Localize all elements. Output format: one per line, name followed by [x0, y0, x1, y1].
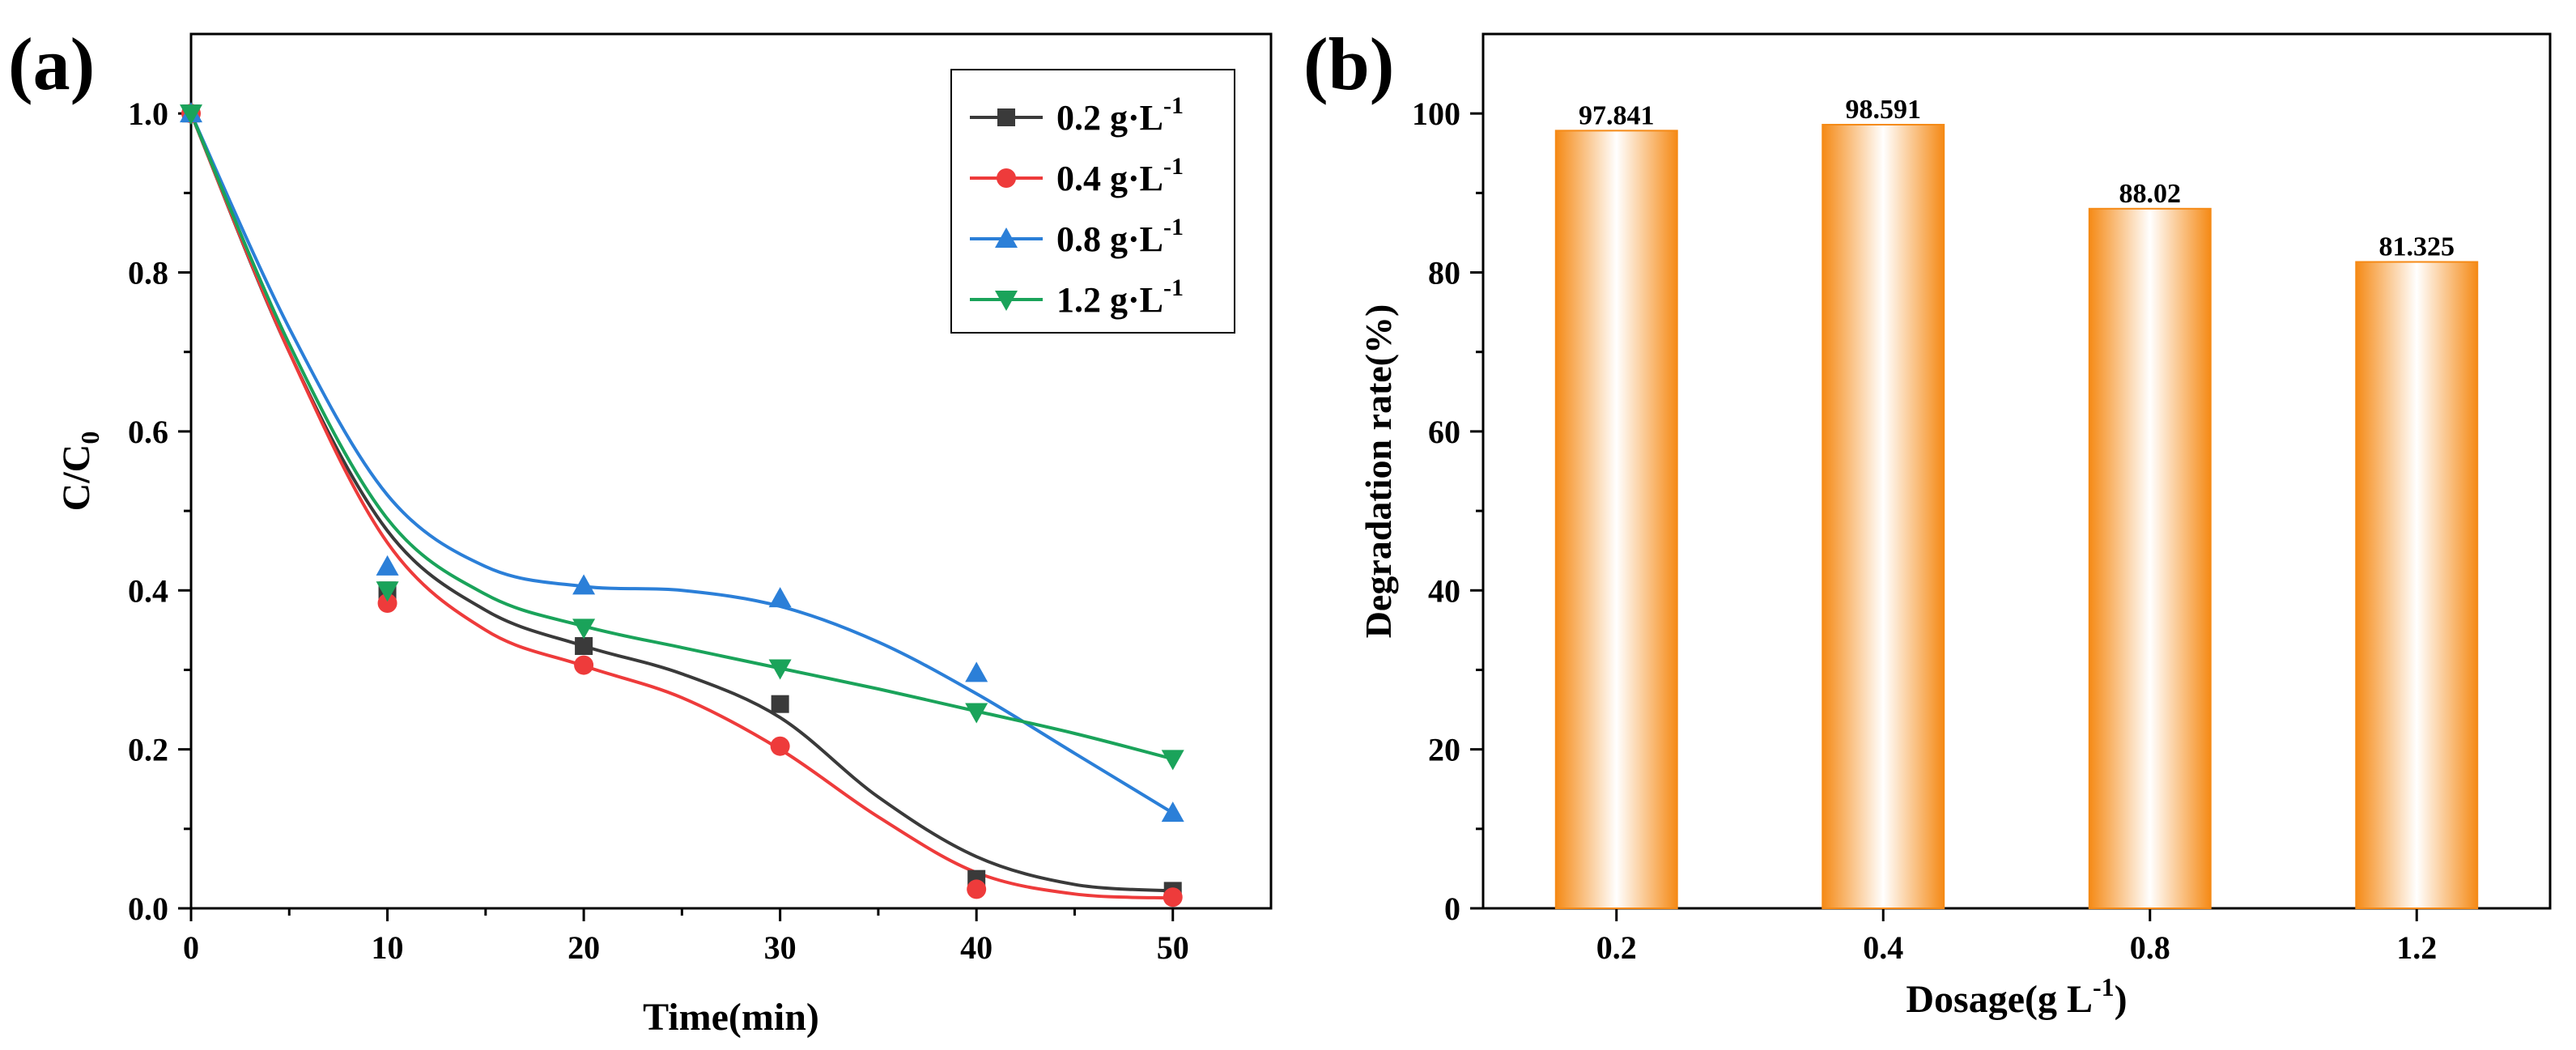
- x-tick-label-a: 10: [372, 929, 404, 966]
- bar-value-label: 81.325: [2379, 232, 2455, 262]
- data-point-series-2: [377, 593, 397, 613]
- y-tick-label-a: 0.8: [128, 255, 168, 291]
- fit-line-series-4: [189, 113, 1174, 761]
- data-point-series-1: [575, 637, 593, 655]
- data-point-series-4: [768, 659, 792, 680]
- fit-line-series-3: [189, 113, 1174, 814]
- plot-frame-b: [1481, 32, 2552, 910]
- data-point-series-4: [965, 703, 988, 724]
- bar-0.2: [1554, 130, 1678, 909]
- legend: 0.2 g·L-1 0.4 g·L-1 0.8 g·L-1 1.2 g·L-1: [950, 69, 1235, 334]
- bar-value-label: 98.591: [1846, 95, 1922, 125]
- fit-line-series-2: [189, 113, 1173, 900]
- data-point-series-4: [1161, 750, 1184, 771]
- legend-label-1: 0.2 g·L-1: [1056, 92, 1184, 138]
- x-tick-label-a: 20: [567, 929, 600, 966]
- bar-0.8: [2088, 207, 2212, 909]
- data-point-series-3: [376, 555, 399, 576]
- y-tick-label-b: 0: [1444, 891, 1460, 927]
- bar-0.4: [1821, 124, 1945, 910]
- data-point-series-3: [572, 574, 596, 595]
- line-chart-panel: 0 10 20 30 40 500.00.20.40.60.81.0 0.2 g·L-10…: [55, 32, 1273, 1039]
- data-point-series-2: [1163, 887, 1183, 908]
- y-tick-label-b: 80: [1428, 255, 1460, 291]
- bar-1.2: [2355, 261, 2479, 909]
- x-tick-label-a: 0: [183, 929, 199, 966]
- y-tick-label-b: 20: [1428, 732, 1460, 768]
- x-axis-label-b: Dosage(g L-1): [1906, 972, 2127, 1021]
- data-point-series-3: [768, 587, 792, 608]
- y-tick-label-b: 60: [1428, 414, 1460, 450]
- data-point-series-3: [965, 661, 988, 682]
- data-point-series-2: [574, 655, 594, 675]
- data-point-series-4: [376, 581, 399, 602]
- y-tick-label-b: 100: [1412, 96, 1460, 132]
- y-tick-label-b: 40: [1428, 572, 1460, 609]
- legend-marker-4: [995, 291, 1018, 311]
- legend-marker-1: [997, 108, 1015, 126]
- legend-label-3: 0.8 g·L-1: [1056, 214, 1184, 259]
- legend-marker-3: [995, 227, 1018, 248]
- x-axis-label-a: Time(min): [643, 996, 819, 1039]
- x-tick-label-a: 30: [764, 929, 797, 966]
- x-tick-label-a: 40: [960, 929, 993, 966]
- y-axis-label-a: C/C0: [55, 431, 104, 512]
- x-tick-label-a: 50: [1157, 929, 1189, 966]
- y-tick-label-a: 0.2: [128, 732, 168, 768]
- x-axis-label-b-sup: -1: [2093, 972, 2115, 1001]
- y-axis-label-a-main: C/C: [55, 444, 98, 512]
- legend-label-4: 1.2 g·L-1: [1056, 274, 1184, 320]
- data-point-series-4: [572, 619, 596, 640]
- y-tick-label-a: 0.6: [128, 414, 168, 450]
- data-point-series-3: [1161, 801, 1184, 823]
- data-point-series-1: [771, 695, 789, 713]
- panel-b-label: (b): [1303, 23, 1394, 105]
- x-tick-label-b: 0.4: [1863, 929, 1903, 966]
- legend-label-2: 0.4 g·L-1: [1056, 153, 1184, 198]
- data-point-series-4: [180, 104, 202, 125]
- data-point-series-2: [967, 879, 987, 899]
- y-tick-label-a: 0.4: [128, 572, 168, 609]
- x-tick-label-b: 1.2: [2396, 929, 2437, 966]
- x-tick-label-b: 0.8: [2130, 929, 2170, 966]
- panel-a-label: (a): [8, 23, 95, 105]
- y-axis-label-b: Degradation rate(%): [1358, 304, 1399, 639]
- y-axis-label-a-sub: 0: [75, 431, 104, 444]
- y-tick-label-a: 0.0: [128, 891, 168, 927]
- data-point-series-2: [770, 736, 790, 756]
- x-axis-label-b-main: Dosage(g L: [1906, 978, 2093, 1021]
- x-axis-label-b-close: ): [2115, 978, 2128, 1021]
- x-tick-label-b: 0.2: [1596, 929, 1637, 966]
- bar-chart-panel: 0 20 40 60 80 100 0.2 0.4 0.8 1.2 97.841 98.591 88.…: [1358, 32, 2552, 1021]
- bar-value-label: 97.841: [1579, 100, 1655, 130]
- plot-frame-a: [189, 32, 1273, 910]
- bar-value-label: 88.02: [2119, 179, 2182, 209]
- y-tick-label-a: 1.0: [128, 96, 168, 132]
- legend-marker-2: [997, 168, 1016, 188]
